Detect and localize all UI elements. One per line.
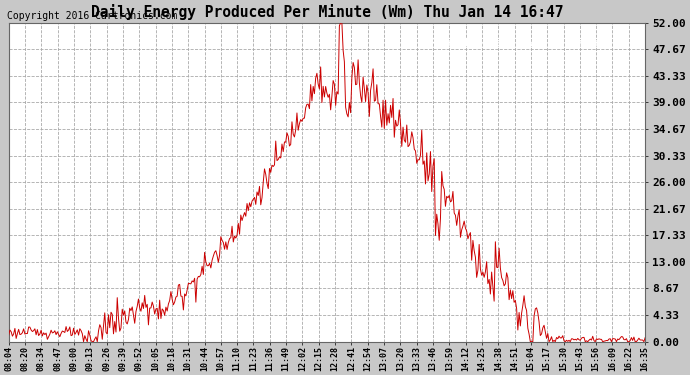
Text: Copyright 2016 Cartronics.com: Copyright 2016 Cartronics.com (7, 11, 177, 21)
Title: Daily Energy Produced Per Minute (Wm) Thu Jan 14 16:47: Daily Energy Produced Per Minute (Wm) Th… (90, 4, 563, 20)
Text: Power Produced  (watts/minute): Power Produced (watts/minute) (430, 38, 606, 48)
